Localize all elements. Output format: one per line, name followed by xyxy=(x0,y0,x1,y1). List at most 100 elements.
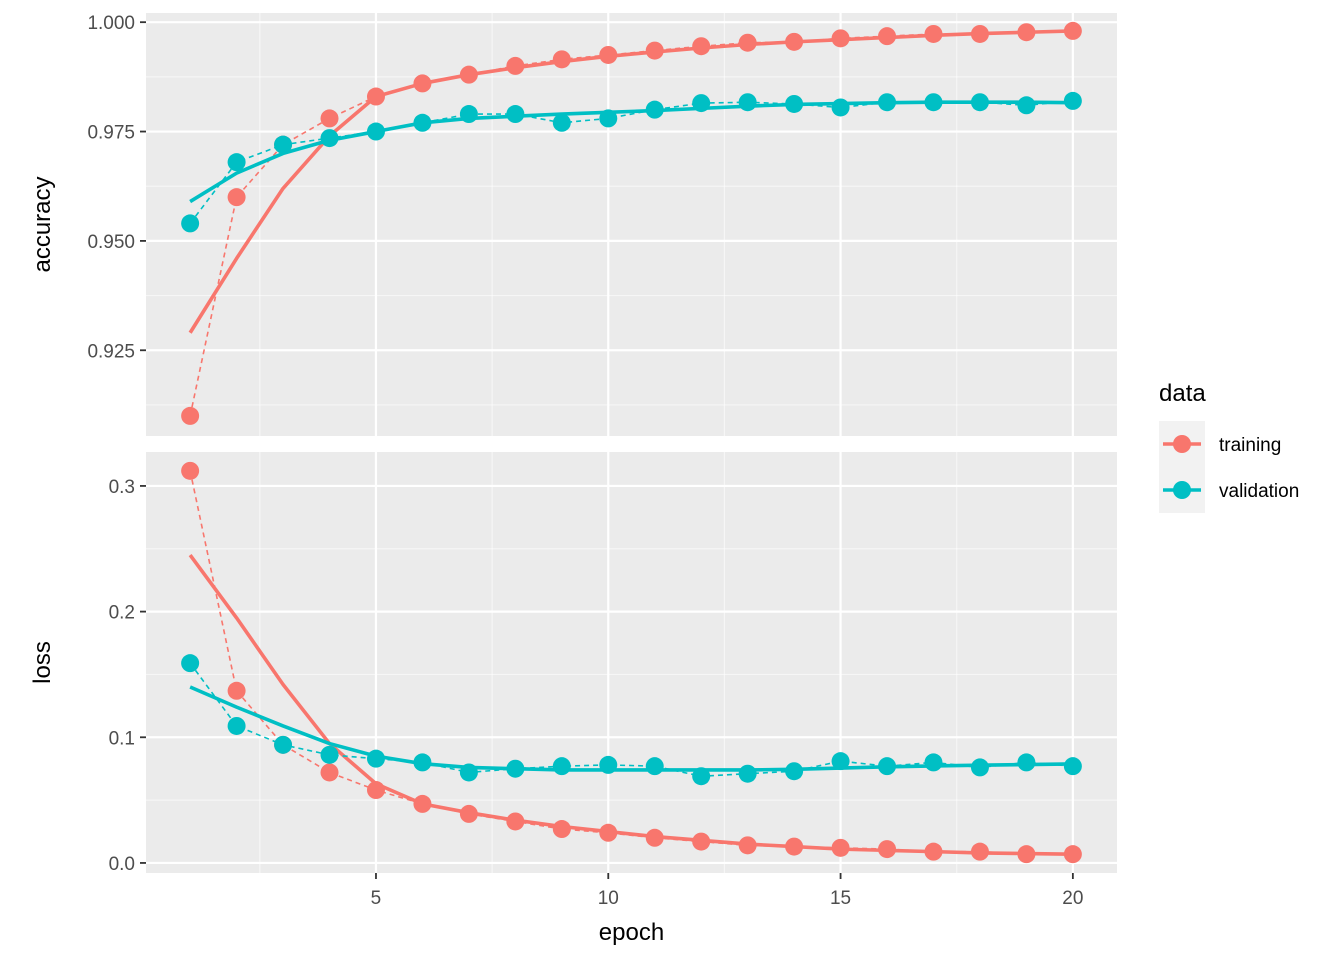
data-point xyxy=(181,654,200,673)
data-point xyxy=(552,757,571,776)
data-point xyxy=(1063,757,1082,776)
data-point xyxy=(878,27,897,46)
data-point xyxy=(692,832,711,851)
data-point xyxy=(227,188,246,207)
data-point xyxy=(831,98,850,117)
data-point xyxy=(274,135,293,154)
data-point xyxy=(506,56,525,75)
y-tick-label: 0.950 xyxy=(87,232,135,253)
legend-label-training: training xyxy=(1219,435,1281,456)
y-axis-title: accuracy xyxy=(29,176,56,272)
data-point xyxy=(645,41,664,60)
data-point xyxy=(924,93,943,112)
data-point xyxy=(366,781,385,800)
data-point xyxy=(738,93,757,112)
data-point xyxy=(970,93,989,112)
y-tick-label: 0.975 xyxy=(87,123,135,144)
data-point xyxy=(459,65,478,84)
series-training-loss xyxy=(181,461,1082,864)
data-point xyxy=(1017,845,1036,864)
legend-title: data xyxy=(1159,380,1206,407)
data-point xyxy=(645,100,664,119)
data-point xyxy=(599,109,618,128)
series-training-accuracy xyxy=(181,21,1082,425)
data-point xyxy=(645,757,664,776)
data-point xyxy=(413,113,432,132)
data-point xyxy=(320,745,339,764)
data-point xyxy=(1017,96,1036,115)
data-point xyxy=(970,758,989,777)
data-point xyxy=(366,122,385,141)
data-point xyxy=(878,840,897,859)
data-point xyxy=(552,820,571,839)
data-point xyxy=(738,33,757,52)
panel-accuracy: 0.925 0.950 0.975 1.000 accuracy xyxy=(29,13,1117,436)
data-point xyxy=(413,74,432,93)
data-point xyxy=(181,461,200,480)
data-point xyxy=(506,105,525,124)
data-point xyxy=(924,24,943,43)
data-point xyxy=(320,109,339,128)
data-point xyxy=(1063,91,1082,110)
data-point xyxy=(227,716,246,735)
series-validation-loss xyxy=(181,654,1082,786)
x-tick-label: 5 xyxy=(371,888,382,909)
data-point xyxy=(831,752,850,771)
data-point xyxy=(599,823,618,842)
data-point xyxy=(459,763,478,782)
data-point xyxy=(506,812,525,831)
y-axis-title: loss xyxy=(29,641,56,684)
data-point xyxy=(692,94,711,113)
data-point xyxy=(413,794,432,813)
data-point xyxy=(181,406,200,425)
data-point xyxy=(785,94,804,113)
panel-background xyxy=(146,452,1117,873)
data-point xyxy=(785,837,804,856)
y-tick-label: 0.925 xyxy=(87,341,135,362)
data-point xyxy=(552,113,571,132)
data-point xyxy=(599,755,618,774)
series-validation-accuracy xyxy=(181,91,1082,233)
legend-key-point xyxy=(1173,435,1191,453)
data-point xyxy=(831,838,850,857)
data-point xyxy=(785,762,804,781)
x-axis-title: epoch xyxy=(599,919,664,946)
data-point xyxy=(1017,23,1036,42)
data-point xyxy=(878,757,897,776)
panel-loss: 0.0 0.1 0.2 0.3 loss 5 10 15 20 xyxy=(29,452,1117,909)
legend-key-point xyxy=(1173,481,1191,499)
data-point xyxy=(1063,845,1082,864)
data-point xyxy=(552,50,571,69)
data-point xyxy=(692,37,711,56)
y-tick-label: 0.3 xyxy=(109,477,135,498)
data-point xyxy=(738,836,757,855)
x-tick-label: 15 xyxy=(830,888,851,909)
data-point xyxy=(366,87,385,106)
data-point xyxy=(227,153,246,172)
data-point xyxy=(459,105,478,124)
data-point xyxy=(506,759,525,778)
data-point xyxy=(320,129,339,148)
legend-label-validation: validation xyxy=(1219,481,1299,502)
x-tick-label: 20 xyxy=(1062,888,1083,909)
data-point xyxy=(181,214,200,233)
data-point xyxy=(459,804,478,823)
y-tick-label: 1.000 xyxy=(87,13,135,34)
y-tick-label: 0.2 xyxy=(109,603,135,624)
legend: data training validation xyxy=(1159,380,1299,513)
data-point xyxy=(274,735,293,754)
data-point xyxy=(645,828,664,847)
data-point xyxy=(413,753,432,772)
x-tick-label: 10 xyxy=(598,888,619,909)
data-point xyxy=(831,29,850,48)
data-point xyxy=(1017,753,1036,772)
data-point xyxy=(692,767,711,786)
data-point xyxy=(924,753,943,772)
data-point xyxy=(878,93,897,112)
data-point xyxy=(227,681,246,700)
data-point xyxy=(320,763,339,782)
data-point xyxy=(366,749,385,768)
data-point xyxy=(1063,21,1082,40)
y-tick-label: 0.1 xyxy=(109,728,135,749)
